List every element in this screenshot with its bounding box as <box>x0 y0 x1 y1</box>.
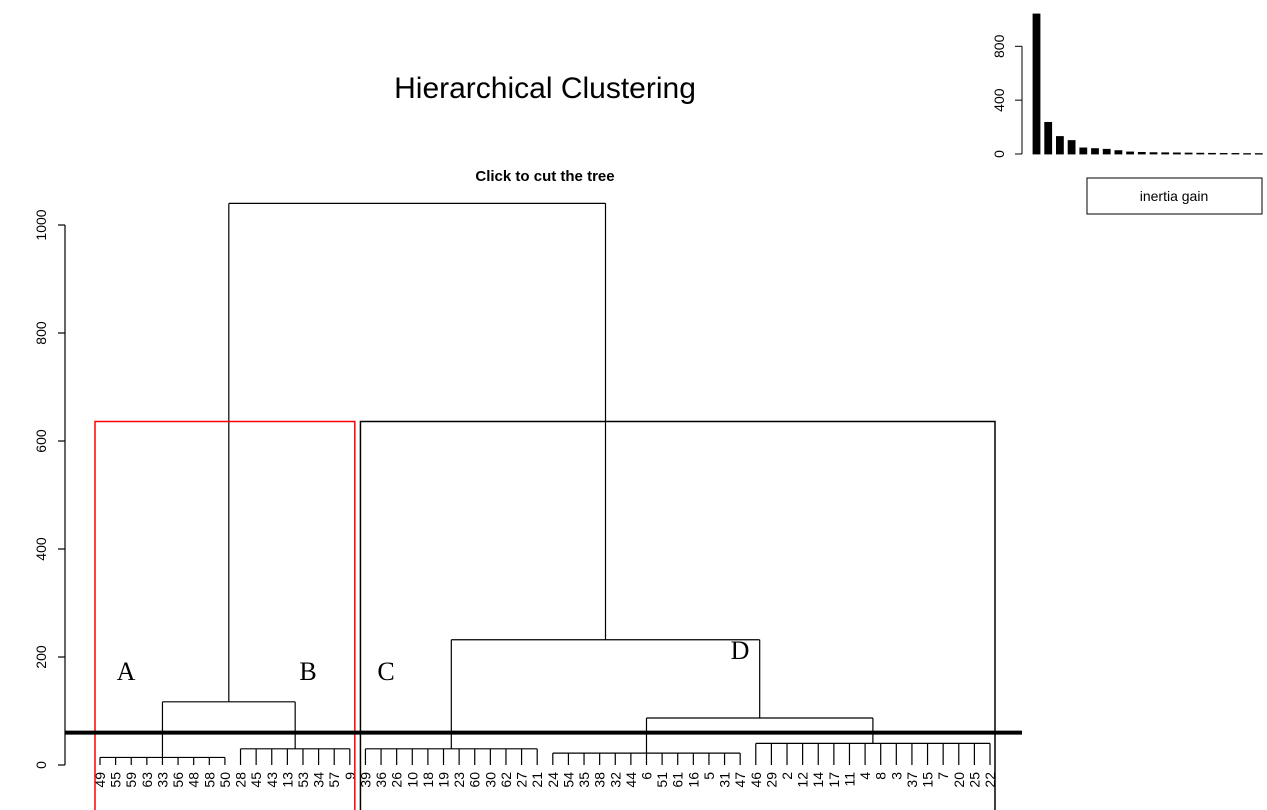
annotation: D <box>731 636 750 665</box>
annotation: C <box>377 657 394 686</box>
leaf-label: 9 <box>342 772 358 780</box>
leaf-label: 31 <box>717 772 733 788</box>
leaf-label: 24 <box>545 772 561 788</box>
leaf-label: 4 <box>857 772 873 780</box>
annotation: A <box>117 657 136 686</box>
leaf-label: 15 <box>920 772 936 788</box>
leaf-label: 8 <box>873 772 889 780</box>
y-tick-label: 0 <box>991 150 1007 158</box>
leaf-label: 10 <box>404 772 420 788</box>
leaf-label: 13 <box>279 772 295 788</box>
bar <box>1243 153 1251 155</box>
leaf-label: 36 <box>373 772 389 788</box>
bar <box>1114 150 1123 155</box>
bar <box>1044 121 1053 155</box>
chart-subtitle: Click to cut the tree <box>475 168 614 185</box>
bar <box>1137 151 1146 155</box>
leaf-label: 45 <box>248 772 264 788</box>
leaf-label: 46 <box>748 772 764 788</box>
leaf-label: 50 <box>217 772 233 788</box>
bar <box>1208 152 1216 155</box>
bar <box>1173 152 1181 155</box>
leaf-label: 32 <box>607 772 623 788</box>
y-tick-label: 400 <box>991 88 1007 112</box>
bar <box>1126 151 1134 155</box>
leaf-label: 18 <box>420 772 436 788</box>
y-tick-label: 400 <box>33 537 49 561</box>
leaf-label: 55 <box>108 772 124 788</box>
leaf-label: 11 <box>841 772 857 787</box>
leaf-label: 47 <box>732 772 748 788</box>
leaf-label: 27 <box>514 772 530 788</box>
bar <box>1079 147 1088 155</box>
bar <box>1254 153 1263 155</box>
annotation: B <box>299 657 316 686</box>
y-tick-label: 600 <box>33 429 49 453</box>
leaf-label: 28 <box>233 772 249 788</box>
bar <box>1219 153 1228 155</box>
leaf-label: 61 <box>670 772 686 788</box>
bar <box>1196 152 1205 155</box>
leaf-label: 29 <box>763 772 779 788</box>
y-tick-label: 800 <box>33 321 49 345</box>
leaf-label: 22 <box>982 772 998 788</box>
leaf-label: 54 <box>560 772 576 788</box>
leaf-label: 38 <box>592 772 608 788</box>
leaf-label: 63 <box>139 772 155 788</box>
leaf-label: 17 <box>826 772 842 788</box>
leaf-label: 21 <box>529 772 545 788</box>
bar <box>1067 140 1076 155</box>
leaf-label: 62 <box>498 772 514 788</box>
leaf-label: 5 <box>701 772 717 780</box>
bar <box>1056 136 1064 155</box>
leaf-label: 2 <box>779 772 795 780</box>
leaf-label: 43 <box>264 772 280 788</box>
leaf-label: 34 <box>311 772 327 788</box>
leaf-label: 60 <box>467 772 483 788</box>
leaf-label: 19 <box>436 772 452 788</box>
leaf-label: 23 <box>451 772 467 788</box>
bar <box>1161 152 1170 155</box>
leaf-label: 16 <box>685 772 701 788</box>
bar <box>1102 148 1111 155</box>
bar <box>1032 13 1041 155</box>
leaf-label: 35 <box>576 772 592 788</box>
leaf-label: 44 <box>623 772 639 788</box>
leaf-label: 12 <box>795 772 811 788</box>
cluster-box <box>94 420 356 810</box>
y-tick-label: 0 <box>33 761 49 769</box>
leaf-label: 20 <box>951 772 967 788</box>
leaf-label: 51 <box>654 772 670 788</box>
leaf-label: 49 <box>92 772 108 788</box>
leaf-label: 33 <box>154 772 170 788</box>
leaf-label: 14 <box>810 772 826 788</box>
leaf-label: 56 <box>170 772 186 788</box>
bar <box>1149 152 1158 155</box>
cluster-box <box>359 420 996 810</box>
leaf-label: 26 <box>389 772 405 788</box>
y-tick-label: 200 <box>33 645 49 669</box>
bar <box>1091 148 1099 155</box>
leaf-label: 58 <box>201 772 217 788</box>
leaf-label: 53 <box>295 772 311 788</box>
legend-label: inertia gain <box>1140 188 1209 204</box>
chart-title: Hierarchical Clustering <box>394 72 696 105</box>
leaf-label: 3 <box>888 772 904 780</box>
leaf-label: 48 <box>186 772 202 788</box>
leaf-label: 25 <box>966 772 982 788</box>
leaf-label: 6 <box>638 772 654 780</box>
leaf-label: 39 <box>357 772 373 788</box>
leaf-label: 30 <box>482 772 498 788</box>
y-tick-label: 800 <box>991 34 1007 58</box>
legend-box <box>1086 177 1263 215</box>
leaf-label: 59 <box>123 772 139 788</box>
leaf-label: 57 <box>326 772 342 788</box>
bar <box>1231 153 1240 155</box>
bar <box>1184 152 1193 155</box>
leaf-label: 7 <box>935 772 951 780</box>
y-tick-label: 1000 <box>33 209 49 240</box>
leaf-label: 37 <box>904 772 920 788</box>
